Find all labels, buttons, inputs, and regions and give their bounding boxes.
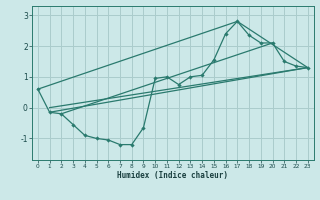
X-axis label: Humidex (Indice chaleur): Humidex (Indice chaleur)	[117, 171, 228, 180]
